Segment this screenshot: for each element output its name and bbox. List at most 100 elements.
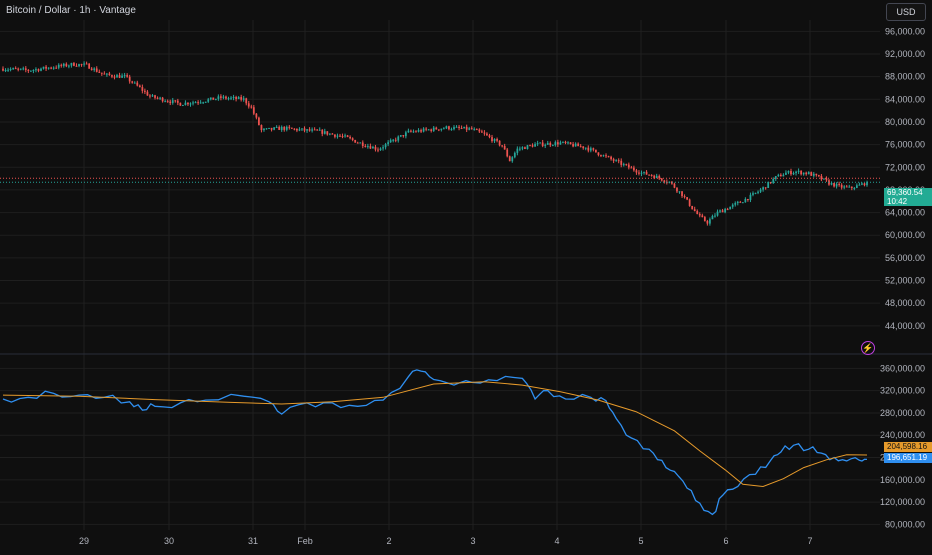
candle-body — [455, 126, 458, 128]
candle-body — [734, 203, 737, 205]
obv-ma-line — [2, 381, 868, 488]
candle-body — [835, 183, 838, 187]
candle-body — [356, 142, 359, 144]
candle-body — [468, 128, 471, 130]
candle-body — [422, 128, 425, 132]
candle-body — [209, 97, 212, 100]
candle-body — [230, 97, 232, 99]
x-tick-label: Feb — [297, 536, 313, 546]
candle-body — [220, 96, 222, 98]
price-y-tick: 92,000.00 — [885, 49, 925, 59]
indicator-y-tick: 80,000.00 — [885, 519, 925, 529]
candle-body — [283, 126, 286, 130]
candle-body — [569, 142, 572, 145]
candle-body — [339, 135, 341, 137]
candle-body — [154, 95, 156, 98]
candle-body — [605, 155, 607, 157]
candle-body — [4, 70, 7, 72]
candle-body — [442, 128, 445, 130]
candle-body — [861, 183, 863, 185]
candle-body — [653, 175, 656, 179]
candle-body — [731, 204, 734, 207]
candle-body — [212, 97, 215, 100]
candle-body — [559, 142, 562, 145]
candle-body — [100, 72, 103, 74]
candle-body — [726, 209, 729, 211]
candle-body — [123, 75, 126, 77]
candle-body — [526, 145, 529, 149]
candle-body — [415, 131, 417, 133]
candle-body — [777, 174, 780, 177]
candle-body — [285, 126, 288, 130]
candle-body — [688, 199, 691, 206]
candle-body — [161, 97, 164, 102]
candle-body — [133, 82, 136, 84]
x-tick-label: 7 — [807, 536, 812, 546]
candle-body — [759, 189, 762, 192]
candle-body — [136, 82, 139, 86]
currency-button[interactable]: USD — [886, 3, 926, 21]
x-tick-label: 5 — [638, 536, 643, 546]
candle-body — [787, 171, 790, 173]
candle-body — [326, 131, 329, 135]
candle-body — [384, 144, 387, 148]
candle-body — [714, 215, 716, 217]
candle-body — [336, 135, 339, 137]
candle-body — [602, 155, 605, 157]
lightning-icon[interactable]: ⚡ — [861, 341, 875, 355]
candle-body — [544, 144, 547, 146]
price-y-tick: 64,000.00 — [885, 208, 925, 218]
candle-body — [250, 106, 253, 108]
x-tick-label: 2 — [386, 536, 391, 546]
candle-body — [460, 127, 463, 129]
candle-body — [683, 196, 686, 198]
candle-body — [589, 148, 592, 151]
candle-body — [197, 102, 199, 104]
candle-body — [377, 149, 379, 151]
candle-body — [643, 171, 645, 173]
candle-body — [592, 148, 595, 150]
candle-body — [14, 68, 17, 70]
candle-body — [128, 76, 131, 82]
candle-body — [478, 129, 481, 132]
candle-body — [207, 99, 210, 102]
candle-body — [60, 64, 63, 66]
candle-body — [655, 175, 658, 179]
candle-body — [280, 126, 283, 130]
candle-body — [372, 146, 374, 149]
candle-body — [407, 130, 410, 133]
price-y-tick: 84,000.00 — [885, 94, 925, 104]
candle-body — [369, 146, 372, 149]
candle-body — [116, 75, 118, 78]
candle-body — [615, 160, 618, 162]
candle-body — [465, 126, 468, 130]
candle-body — [785, 172, 787, 175]
candle-body — [349, 137, 352, 139]
candle-body — [179, 102, 182, 106]
indicator-y-tick: 120,000.00 — [880, 497, 925, 507]
candle-body — [676, 187, 678, 192]
candle-body — [2, 68, 4, 71]
candle-body — [817, 175, 820, 177]
candle-body — [795, 171, 797, 174]
symbol-title[interactable]: Bitcoin / Dollar · 1h · Vantage — [6, 5, 136, 16]
candle-body — [706, 220, 709, 224]
candle-body — [617, 160, 620, 162]
candle-body — [764, 187, 767, 189]
candle-body — [858, 184, 861, 186]
candle-body — [638, 172, 640, 174]
candle-body — [247, 103, 250, 107]
candle-body — [144, 90, 146, 92]
candle-body — [7, 69, 9, 71]
candle-body — [121, 75, 123, 78]
candle-body — [379, 148, 382, 151]
candle-body — [146, 91, 149, 96]
candle-body — [268, 127, 270, 129]
candle-body — [214, 98, 217, 100]
candle-body — [473, 129, 476, 131]
candle-body — [866, 182, 868, 186]
candle-body — [810, 172, 813, 176]
x-tick-label: 29 — [79, 536, 89, 546]
